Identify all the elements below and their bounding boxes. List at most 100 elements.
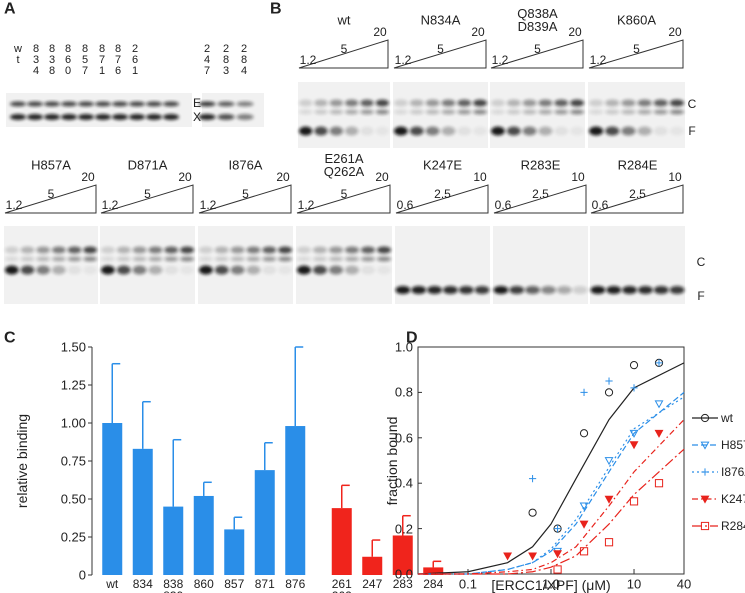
gel-band [653,286,669,294]
bar [254,470,275,575]
gel-band [473,126,488,136]
gel-band [78,114,94,120]
fit-line [418,419,685,575]
concentration-wedge [588,39,684,69]
gel-band [314,109,328,115]
concentration-label: 1.2 [491,53,509,67]
concentration-label: 20 [568,25,582,39]
gel-band [217,101,235,107]
gel-band [491,99,505,107]
concentration-label: 0.6 [396,198,414,212]
gel-title: D871A [127,157,168,173]
gel-title: N834A [420,12,461,28]
gel-band [525,286,540,294]
gel-background [198,226,293,304]
gel-band [345,126,359,136]
gel-band [621,99,636,107]
gel-band [313,246,327,254]
data-point [654,400,664,409]
gel-band [669,99,685,107]
gel-band [129,101,145,107]
concentration-label: 5 [633,42,640,56]
gel-band [590,286,606,294]
gel-band [556,286,572,294]
gel-band [146,114,162,120]
concentration-label: 20 [668,25,682,39]
gel-band [52,256,66,262]
gel-band [4,265,19,275]
gel-band [20,256,35,262]
gel-band [10,101,26,107]
gel-band [377,246,391,254]
data-point [630,384,638,392]
concentration-label: 20 [178,170,192,184]
gel-band [360,126,374,136]
gel-band [236,101,254,107]
gel-band [570,109,584,115]
x-tick-label: 40 [676,576,692,592]
panel-label: C [4,329,16,347]
concentration-label: 5 [437,42,444,56]
gel-band [394,126,408,136]
data-point [580,388,588,396]
gel-band [180,256,194,262]
gel-band [538,109,553,115]
x-tick-label: 860 [193,577,214,591]
gel-band [36,246,51,254]
gel-band [116,265,131,275]
gel-band [10,114,26,120]
concentration-wedge [493,184,587,214]
y-tick-label: 0.0 [394,566,413,582]
gel-band [458,286,474,294]
x-tick-label: 857 [224,577,245,591]
band-label: F [697,289,705,303]
lane-label: 860 [64,43,72,77]
gel-band [314,99,328,107]
gel-band [345,265,359,275]
data-point [579,520,589,529]
data-point [604,388,614,397]
concentration-label: 10 [571,170,585,184]
gel-band [425,99,440,107]
gel-band [411,286,427,294]
gel-band [409,126,424,136]
gel-band [522,109,537,115]
gel-band [299,109,313,115]
legend-marker [700,441,710,450]
gel-band [394,99,408,107]
y-tick-label: 0.6 [394,430,413,446]
data-point [553,525,562,533]
data-point [629,441,639,450]
gel-band [638,286,653,294]
bar [331,508,352,575]
gel-band [409,99,424,107]
data-point [579,547,589,556]
gel-background [6,93,192,127]
gel-band [345,99,359,107]
gel-band [36,265,51,275]
gel-band [297,265,311,275]
gel-band [217,114,235,120]
gel-band [199,256,213,262]
concentration-label: 1.2 [199,198,217,212]
gel-band [329,246,343,254]
gel-band [146,101,162,107]
gel-title: Q838A D839A [517,6,558,34]
x-axis-label: [ERCC1/XPF] (μM) [491,577,611,593]
gel-band [361,256,375,262]
gel-band [262,246,277,254]
gel-band [4,246,19,254]
gel-band [61,101,77,107]
gel-band [52,265,66,275]
panel-label: A [4,0,16,18]
gel-band [132,246,147,254]
lane-label: wt [14,43,22,66]
data-point [654,429,664,438]
x-tick-label: wt [106,577,119,591]
gel-band [394,109,408,115]
concentration-label: 20 [471,25,485,39]
band-label: C [696,255,706,269]
gel-band [27,114,43,120]
data-point [604,495,614,504]
lane-label: 261 [131,43,139,77]
